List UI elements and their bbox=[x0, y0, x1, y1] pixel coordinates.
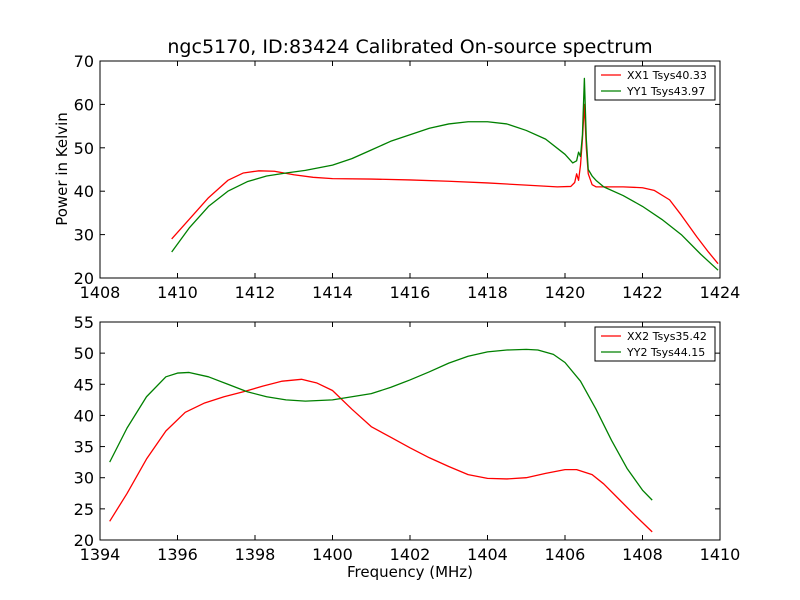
y-axis-label-top: Power in Kelvin bbox=[53, 112, 71, 226]
legend-box bbox=[594, 65, 716, 101]
plot-bottom: 1394 1396 1398 1400 1402 1404 1406 1408 1410 20 25… bbox=[74, 313, 741, 564]
x-tick-label: 1404 bbox=[467, 545, 508, 564]
x-tick-label: 1416 bbox=[390, 283, 431, 302]
y-tick-label: 55 bbox=[74, 313, 94, 332]
legend-label: XX1 Tsys40.33 bbox=[627, 69, 707, 82]
series-line-1-1 bbox=[109, 348, 653, 501]
y-tick-label: 40 bbox=[74, 406, 94, 425]
x-tick-label: 1408 bbox=[622, 545, 663, 564]
legend-label: YY1 Tsys43.97 bbox=[626, 85, 705, 98]
x-tick-label: 1400 bbox=[312, 545, 353, 564]
y-tick-label: 70 bbox=[74, 52, 94, 71]
x-tick-label: 1412 bbox=[235, 283, 276, 302]
x-axis-label-bottom: Frequency (MHz) bbox=[347, 563, 473, 581]
legend-box bbox=[594, 326, 716, 362]
series-line-1-0 bbox=[109, 378, 653, 533]
legend-1: XX2 Tsys35.42 YY2 Tsys44.15 bbox=[594, 326, 716, 362]
legend-label: XX2 Tsys35.42 bbox=[627, 330, 707, 343]
series-line-0-0 bbox=[171, 103, 719, 265]
legend-0: XX1 Tsys40.33 YY1 Tsys43.97 bbox=[594, 65, 716, 101]
x-tick-label: 1398 bbox=[235, 545, 276, 564]
y-tick-label: 30 bbox=[74, 469, 94, 488]
y-tick-label: 20 bbox=[74, 269, 94, 288]
x-tick-label: 1408 bbox=[80, 283, 121, 302]
x-tick-label: 1410 bbox=[700, 545, 741, 564]
chart-title: ngc5170, ID:83424 Calibrated On-source s… bbox=[167, 36, 652, 58]
y-tick-label: 50 bbox=[74, 344, 94, 363]
x-tick-label: 1406 bbox=[545, 545, 586, 564]
plot-top: 1408 1410 1412 1414 1416 1418 1420 1422 1424 20 30… bbox=[74, 52, 741, 302]
x-tick-label: 1420 bbox=[545, 283, 586, 302]
x-tick-label: 1410 bbox=[157, 283, 198, 302]
x-tick-label: 1402 bbox=[390, 545, 431, 564]
x-tick-label: 1422 bbox=[622, 283, 663, 302]
x-tick-label: 1414 bbox=[312, 283, 353, 302]
y-tick-label: 25 bbox=[74, 500, 94, 519]
x-tick-label: 1394 bbox=[80, 545, 121, 564]
y-tick-label: 30 bbox=[74, 226, 94, 245]
y-tick-label: 50 bbox=[74, 139, 94, 158]
series-line-0-1 bbox=[171, 77, 719, 271]
y-tick-label: 35 bbox=[74, 438, 94, 457]
legend-label: YY2 Tsys44.15 bbox=[626, 346, 705, 359]
y-tick-label: 60 bbox=[74, 95, 94, 114]
y-tick-label: 45 bbox=[74, 375, 94, 394]
y-tick-label: 40 bbox=[74, 182, 94, 201]
x-tick-label: 1396 bbox=[157, 545, 198, 564]
x-tick-label: 1424 bbox=[700, 283, 741, 302]
y-tick-label: 20 bbox=[74, 531, 94, 550]
x-tick-label: 1418 bbox=[467, 283, 508, 302]
